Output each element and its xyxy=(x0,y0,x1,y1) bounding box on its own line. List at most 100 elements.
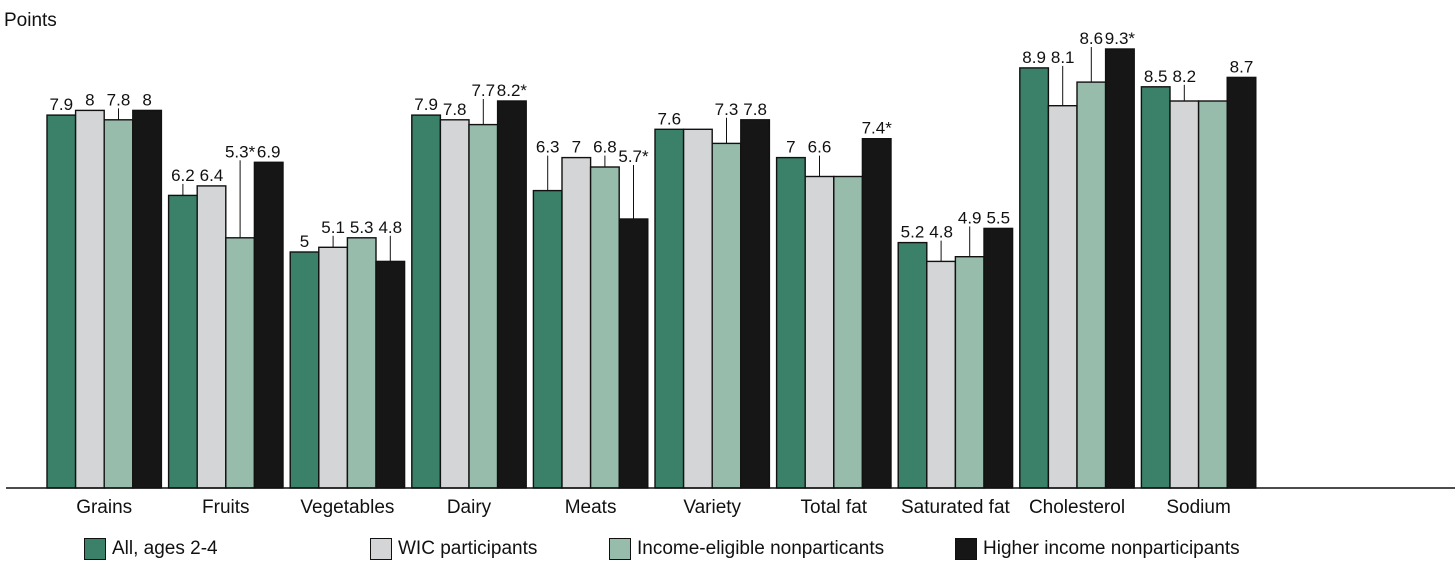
bar-variety-series-4 xyxy=(740,119,771,489)
value-label-total-fat-series-2: 6.6 xyxy=(808,138,832,157)
value-label-vegetables-series-4: 4.8 xyxy=(378,218,402,237)
bar-vegetables-series-2 xyxy=(318,246,349,489)
bar-sodium-series-4 xyxy=(1226,76,1257,489)
category-label-total-fat: Total fat xyxy=(801,497,868,518)
value-label-grains-series-1: 7.9 xyxy=(49,95,73,114)
bar-meats-series-4 xyxy=(618,218,649,489)
value-label-meats-series-2: 7 xyxy=(572,138,581,157)
legend-swatch-income-eligible xyxy=(609,538,631,560)
legend-item-all: All, ages 2-4 xyxy=(84,535,218,563)
bar-cholesterol-series-4 xyxy=(1104,48,1135,489)
bar-variety-series-1 xyxy=(654,128,685,489)
value-label-fruits-series-1: 6.2 xyxy=(171,166,195,185)
value-label-dairy-series-2: 7.8 xyxy=(443,100,467,119)
bar-sodium-series-2 xyxy=(1169,100,1200,489)
legend-label-wic: WIC participants xyxy=(398,538,538,559)
value-label-sodium-series-4: 8.7 xyxy=(1230,57,1254,76)
legend-swatch-wic xyxy=(370,538,392,560)
value-label-variety-series-3: 7.3 xyxy=(715,100,739,119)
legend-item-wic: WIC participants xyxy=(370,535,537,563)
bar-grains-series-4 xyxy=(132,109,163,489)
category-label-saturated-fat: Saturated fat xyxy=(901,497,1011,518)
category-label-dairy: Dairy xyxy=(447,497,492,518)
value-label-saturated-fat-series-1: 5.2 xyxy=(901,223,925,242)
bar-saturated-fat-series-4 xyxy=(983,227,1014,489)
category-labels-layer: Grains Fruits Vegetables Dairy Meats Variety T… xyxy=(76,497,1231,518)
value-label-variety-series-4: 7.8 xyxy=(743,100,767,119)
bar-dairy-series-2 xyxy=(439,119,470,489)
bar-fruits-series-1 xyxy=(167,194,198,489)
bar-grains-series-1 xyxy=(46,114,77,489)
legend: All, ages 2-4 WIC participants Income-el… xyxy=(0,535,1455,563)
category-label-sodium: Sodium xyxy=(1166,497,1230,518)
legend-item-income-eligible: Income-eligible nonparticants xyxy=(609,535,884,563)
bar-variety-series-2 xyxy=(682,128,713,489)
category-label-cholesterol: Cholesterol xyxy=(1029,497,1125,518)
value-label-dairy-series-3: 7.7 xyxy=(471,81,495,100)
y-axis-label: Points xyxy=(4,10,57,31)
value-label-variety-series-1: 7.6 xyxy=(657,109,681,128)
bar-vegetables-series-3 xyxy=(346,237,377,489)
value-label-vegetables-series-3: 5.3 xyxy=(350,218,374,237)
category-label-variety: Variety xyxy=(683,497,741,518)
value-label-dairy-series-1: 7.9 xyxy=(414,95,438,114)
value-label-saturated-fat-series-3: 4.9 xyxy=(958,208,982,227)
value-label-vegetables-series-1: 5 xyxy=(300,232,309,251)
value-label-total-fat-series-1: 7 xyxy=(786,138,795,157)
bar-total-fat-series-3 xyxy=(833,175,864,489)
value-label-meats-series-1: 6.3 xyxy=(536,138,560,157)
bar-chart: Points 7.9 8 7.8 86.2 6.45.3* 6.955.1 5.3 4.87.… xyxy=(4,10,1455,518)
category-label-vegetables: Vegetables xyxy=(300,497,394,518)
value-label-grains-series-4: 8 xyxy=(142,90,151,109)
category-label-fruits: Fruits xyxy=(202,497,250,518)
value-label-cholesterol-series-4: 9.3* xyxy=(1105,29,1136,48)
legend-label-higher-income: Higher income nonparticipants xyxy=(983,538,1240,559)
value-label-dairy-series-4: 8.2* xyxy=(497,81,528,100)
value-labels-layer: 7.9 8 7.8 86.2 6.45.3* 6.955.1 5.3 4.87.9 7.87.7… xyxy=(49,29,1253,251)
legend-label-income-eligible: Income-eligible nonparticants xyxy=(637,538,885,559)
bar-sodium-series-1 xyxy=(1140,86,1171,489)
category-label-grains: Grains xyxy=(76,497,132,518)
value-label-cholesterol-series-2: 8.1 xyxy=(1051,48,1075,67)
value-label-sodium-series-2: 8.2 xyxy=(1172,67,1196,86)
value-label-sodium-series-1: 8.5 xyxy=(1144,67,1168,86)
category-label-meats: Meats xyxy=(565,497,617,518)
value-label-grains-series-2: 8 xyxy=(85,90,94,109)
value-label-vegetables-series-2: 5.1 xyxy=(321,218,345,237)
value-label-saturated-fat-series-4: 5.5 xyxy=(986,208,1010,227)
value-label-grains-series-3: 7.8 xyxy=(107,90,131,109)
legend-swatch-all xyxy=(84,538,106,560)
bar-cholesterol-series-1 xyxy=(1019,67,1050,489)
value-label-saturated-fat-series-2: 4.8 xyxy=(929,223,953,242)
legend-label-all: All, ages 2-4 xyxy=(112,538,218,559)
value-label-fruits-series-2: 6.4 xyxy=(200,166,224,185)
bar-total-fat-series-1 xyxy=(775,156,806,489)
label-leaders-layer xyxy=(118,47,1185,262)
legend-item-higher-income: Higher income nonparticipants xyxy=(955,535,1240,563)
bar-dairy-series-1 xyxy=(411,114,442,489)
bar-saturated-fat-series-1 xyxy=(897,241,928,489)
value-label-meats-series-4: 5.7* xyxy=(618,147,649,166)
value-label-cholesterol-series-3: 8.6 xyxy=(1079,29,1103,48)
value-label-fruits-series-4: 6.9 xyxy=(257,142,281,161)
bar-vegetables-series-4 xyxy=(375,260,406,489)
value-label-fruits-series-3: 5.3* xyxy=(225,142,256,161)
bar-variety-series-3 xyxy=(711,142,742,489)
bar-fruits-series-3 xyxy=(225,237,256,489)
value-label-total-fat-series-4: 7.4* xyxy=(862,119,893,138)
bar-meats-series-3 xyxy=(589,166,620,489)
bar-total-fat-series-4 xyxy=(861,137,892,489)
bar-total-fat-series-2 xyxy=(804,175,835,489)
bar-cholesterol-series-2 xyxy=(1047,104,1078,489)
bar-vegetables-series-1 xyxy=(289,251,320,489)
bar-dairy-series-4 xyxy=(496,100,527,489)
bar-grains-series-3 xyxy=(103,119,134,489)
bar-fruits-series-2 xyxy=(196,185,227,489)
bars-layer xyxy=(46,48,1257,489)
bar-sodium-series-3 xyxy=(1197,100,1228,489)
value-label-meats-series-3: 6.8 xyxy=(593,138,617,157)
bar-grains-series-2 xyxy=(74,109,105,489)
bar-fruits-series-4 xyxy=(253,161,284,489)
bar-dairy-series-3 xyxy=(468,123,499,489)
bar-saturated-fat-series-2 xyxy=(926,260,957,489)
